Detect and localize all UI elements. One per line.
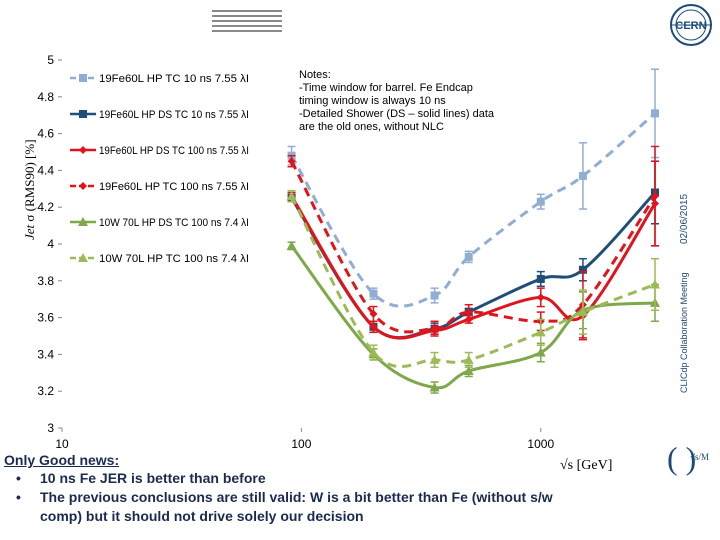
data-point [536,274,545,283]
bracket-symbol: √s/M [690,452,709,462]
data-point [463,354,474,364]
notes-line: -Detailed Shower (DS – solid lines) data [299,108,495,120]
data-point [651,109,659,118]
svg-text:CERN: CERN [675,20,706,32]
notes-line: -Time window for barrel. Fe Endcap [299,82,473,94]
legend-entry: 10W 70L HP DS TC 100 ns 7.4 λI [99,217,249,229]
conclusion-bullet: 10 ns Fe JER is better than before [16,469,664,488]
y-tick-label: 4.6 [37,127,54,141]
data-point [651,192,659,201]
header-decoration [212,10,282,36]
data-point [369,289,378,298]
conclusion-bullet-text: 10 ns Fe JER is better than before [40,470,266,486]
series-line [290,195,657,340]
bracket-decoration: ( ) [667,440,697,476]
series-1 [287,68,659,308]
data-point [577,307,588,317]
conclusion-heading: Only Good news: [4,452,120,468]
series-line [290,160,657,334]
y-tick-label: 4.4 [37,163,54,177]
series-line [290,191,657,339]
data-point [430,291,439,300]
conclusion-text: Only Good news: 10 ns Fe JER is better t… [4,452,664,526]
y-tick-label: 3.6 [37,311,54,325]
data-point [650,279,660,289]
legend-entry: 10W 70L HP TC 100 ns 7.4 λI [99,253,249,265]
data-point [287,157,296,166]
legend: 19Fe60L HP TC 10 ns 7.55 λI 19Fe60L HP DS… [70,73,249,265]
data-point [535,327,546,337]
x-tick-label: 100 [291,437,311,451]
conclusion-bullet-text: The previous conclusions are still valid… [40,489,553,505]
data-point [79,146,87,154]
data-point [286,240,297,250]
y-tick-label: 3.2 [37,384,54,398]
y-tick-label: 4 [47,237,54,251]
y-tick-label: 3.8 [37,274,54,288]
data-point [369,322,378,331]
data-point [78,217,88,226]
data-point [535,347,546,357]
data-point [78,253,88,262]
notes-box: Notes: -Time window for barrel. Fe Endca… [299,69,514,134]
data-point [578,265,587,274]
data-point [463,365,474,375]
conclusion-list: 10 ns Fe JER is better than before The p… [4,469,664,526]
data-point [464,308,473,317]
data-point [578,171,587,180]
y-tick-label: 4.8 [37,90,54,104]
data-point [79,110,87,118]
data-point [369,309,378,318]
legend-entry: 19Fe60L HP TC 10 ns 7.55 λI [99,73,249,85]
legend-entry: 19Fe60L HP DS TC 10 ns 7.55 λI [99,109,249,121]
notes-line: are the old ones, without NLC [299,121,444,133]
data-point [79,182,87,190]
series-6 [286,189,660,369]
notes-line: timing window is always 10 ns [299,95,446,107]
y-tick-label: 5 [47,53,54,67]
legend-entry: 19Fe60L HP DS TC 100 ns 7.55 λI [99,145,249,157]
data-point [368,347,379,357]
data-point [286,191,297,201]
x-tick-label: 10 [55,437,69,451]
data-point [429,382,440,392]
conclusion-bullet: The previous conclusions are still valid… [16,488,664,526]
data-point [430,324,439,333]
y-tick-label: 3 [47,421,54,435]
data-point [536,197,545,206]
conclusion-bullet-text: comp) but it should not drive solely our… [40,508,364,524]
data-point [536,293,545,302]
data-point [79,74,87,82]
data-point [464,252,473,261]
series-line [290,112,656,308]
legend-entry: 19Fe60L HP TC 100 ns 7.55 λI [99,181,249,193]
y-tick-label: 4.2 [37,200,54,214]
series-line [290,195,656,369]
x-tick-label: 1000 [527,437,554,451]
data-point [429,354,440,364]
notes-line: Notes: [299,69,331,81]
y-tick-label: 3.4 [37,347,54,361]
cern-logo-icon: CERN [670,4,712,46]
